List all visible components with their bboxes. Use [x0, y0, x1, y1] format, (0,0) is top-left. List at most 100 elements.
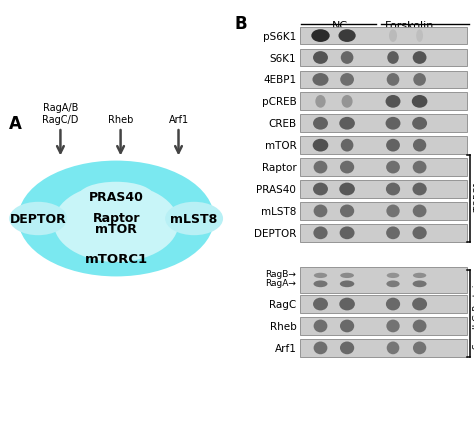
Ellipse shape [312, 74, 328, 87]
Text: mTORC1: mTORC1 [84, 253, 148, 265]
Text: PRAS40: PRAS40 [89, 190, 144, 203]
Ellipse shape [386, 183, 400, 196]
FancyBboxPatch shape [300, 115, 467, 133]
Text: mTOR: mTOR [95, 223, 137, 236]
Text: RagB→: RagB→ [265, 270, 296, 279]
Ellipse shape [387, 273, 399, 279]
Ellipse shape [412, 96, 428, 109]
Text: DEPTOR: DEPTOR [254, 228, 296, 238]
Ellipse shape [340, 205, 354, 218]
Ellipse shape [412, 227, 427, 240]
Ellipse shape [314, 273, 327, 279]
Ellipse shape [9, 202, 67, 236]
Ellipse shape [385, 96, 401, 109]
Text: mTOR: mTOR [264, 141, 296, 151]
Ellipse shape [413, 74, 426, 87]
Ellipse shape [386, 320, 400, 332]
Text: Rheb: Rheb [108, 115, 133, 124]
Ellipse shape [340, 342, 354, 354]
Ellipse shape [314, 161, 328, 174]
Text: Small G-Protein: Small G-Protein [473, 279, 474, 349]
Ellipse shape [413, 139, 426, 152]
Ellipse shape [386, 161, 400, 174]
Ellipse shape [340, 161, 354, 174]
Ellipse shape [386, 298, 400, 311]
Text: A: A [9, 114, 22, 132]
Text: RagA/B
RagC/D: RagA/B RagC/D [42, 103, 79, 124]
Text: Forskolin: Forskolin [385, 21, 435, 32]
Ellipse shape [413, 342, 426, 354]
Text: Arf1: Arf1 [274, 343, 296, 353]
Ellipse shape [387, 342, 399, 354]
Ellipse shape [412, 281, 427, 287]
Ellipse shape [314, 205, 328, 218]
Ellipse shape [313, 281, 328, 287]
FancyBboxPatch shape [300, 181, 467, 198]
Ellipse shape [18, 161, 214, 277]
Ellipse shape [412, 298, 427, 311]
Ellipse shape [340, 227, 355, 240]
FancyBboxPatch shape [300, 137, 467, 155]
FancyBboxPatch shape [300, 224, 467, 242]
Text: DEPTOR: DEPTOR [10, 212, 66, 226]
Text: 4EBP1: 4EBP1 [263, 75, 296, 85]
Text: mLST8: mLST8 [171, 212, 218, 226]
Ellipse shape [386, 205, 400, 218]
FancyBboxPatch shape [300, 339, 467, 357]
Ellipse shape [386, 139, 400, 152]
Ellipse shape [340, 320, 354, 332]
Ellipse shape [78, 182, 154, 211]
Ellipse shape [412, 118, 427, 131]
Text: pCREB: pCREB [262, 97, 296, 107]
Text: CREB: CREB [268, 119, 296, 129]
Ellipse shape [315, 96, 326, 109]
Text: PRAS40: PRAS40 [256, 184, 296, 194]
FancyBboxPatch shape [300, 203, 467, 220]
Ellipse shape [313, 227, 328, 240]
Ellipse shape [314, 342, 328, 354]
Ellipse shape [339, 183, 355, 196]
Ellipse shape [165, 202, 223, 236]
Text: pS6K1: pS6K1 [263, 32, 296, 42]
Text: Rheb: Rheb [270, 321, 296, 331]
Ellipse shape [413, 52, 427, 65]
Ellipse shape [313, 118, 328, 131]
Text: NC: NC [332, 21, 348, 32]
Ellipse shape [339, 118, 355, 131]
Ellipse shape [314, 320, 328, 332]
Ellipse shape [386, 227, 400, 240]
Text: S6K1: S6K1 [270, 53, 296, 64]
Ellipse shape [413, 205, 427, 218]
Ellipse shape [340, 273, 354, 279]
FancyBboxPatch shape [300, 296, 467, 313]
Ellipse shape [389, 30, 397, 43]
Ellipse shape [385, 118, 401, 131]
FancyBboxPatch shape [300, 28, 467, 46]
Text: Raptor: Raptor [92, 212, 140, 224]
Ellipse shape [413, 161, 427, 174]
Text: mLST8: mLST8 [261, 206, 296, 216]
FancyBboxPatch shape [300, 71, 467, 89]
Text: Arf1: Arf1 [168, 115, 189, 124]
Ellipse shape [313, 298, 328, 311]
Ellipse shape [341, 52, 354, 65]
Ellipse shape [412, 183, 427, 196]
Ellipse shape [313, 52, 328, 65]
Ellipse shape [387, 74, 399, 87]
Ellipse shape [341, 139, 354, 152]
FancyBboxPatch shape [300, 159, 467, 177]
FancyBboxPatch shape [300, 318, 467, 335]
Text: mTORC1: mTORC1 [473, 180, 474, 219]
Ellipse shape [339, 298, 355, 311]
Ellipse shape [313, 139, 328, 152]
Ellipse shape [386, 281, 400, 287]
Text: B: B [235, 15, 247, 33]
FancyBboxPatch shape [300, 267, 467, 293]
Ellipse shape [54, 184, 179, 262]
Text: RagC: RagC [269, 299, 296, 309]
FancyBboxPatch shape [300, 49, 467, 67]
Ellipse shape [338, 30, 356, 43]
Ellipse shape [416, 30, 423, 43]
Ellipse shape [413, 320, 427, 332]
Text: Raptor: Raptor [262, 162, 296, 173]
